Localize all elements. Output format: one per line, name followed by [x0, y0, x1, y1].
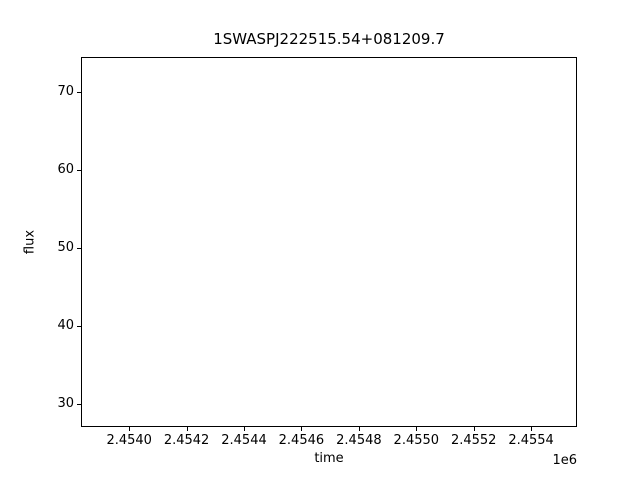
x-axis-label: time [314, 451, 344, 466]
x-tick-mark [358, 427, 360, 431]
y-tick-label: 50 [57, 239, 74, 255]
x-tick-label: 2.4546 [278, 433, 325, 448]
x-tick-label: 2.4542 [163, 433, 210, 448]
x-axis-offset-label: 1e6 [552, 453, 577, 468]
x-tick-label: 2.4550 [393, 433, 440, 448]
y-tick-label: 70 [57, 84, 74, 100]
x-tick-mark [531, 427, 533, 431]
x-tick-label: 2.4540 [106, 433, 152, 448]
x-tick-mark [129, 427, 131, 431]
x-tick-label: 2.4548 [336, 433, 382, 448]
y-tick-mark [77, 325, 81, 327]
y-tick-label: 30 [57, 395, 74, 411]
y-axis-label: flux [22, 229, 38, 255]
y-tick-mark [77, 403, 81, 405]
x-tick-mark [301, 427, 303, 431]
y-tick-label: 60 [57, 161, 74, 177]
y-tick-mark [77, 92, 81, 94]
plot-area-frame [81, 57, 577, 427]
y-tick-mark [77, 247, 81, 249]
x-tick-mark [416, 427, 418, 431]
x-tick-label: 2.4552 [450, 433, 497, 448]
x-tick-label: 2.4554 [508, 433, 554, 448]
x-tick-mark [473, 427, 475, 431]
x-tick-label: 2.4544 [221, 433, 267, 448]
y-tick-mark [77, 169, 81, 171]
x-tick-mark [244, 427, 245, 431]
x-tick-mark [186, 427, 188, 431]
y-tick-label: 40 [57, 317, 74, 333]
